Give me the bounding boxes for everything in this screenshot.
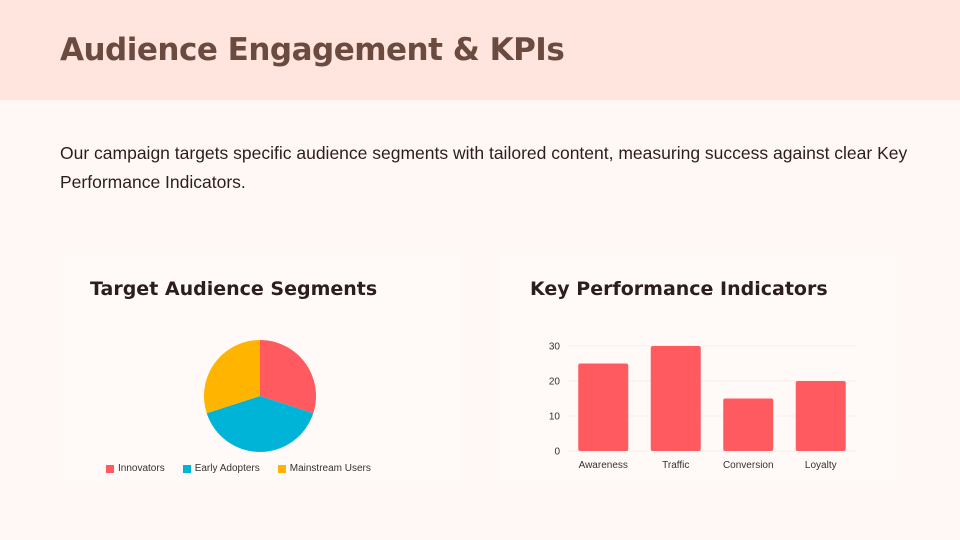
y-tick-label: 0 (554, 447, 560, 458)
bar-awareness (578, 363, 629, 451)
legend-label: Mainstream Users (289, 463, 371, 474)
legend-label: Early Adopters (194, 463, 260, 474)
x-tick-label: Traffic (662, 460, 689, 471)
pie-slice-early-adopters (206, 396, 314, 452)
pie-slice-innovators (260, 340, 316, 414)
legend-swatch (182, 464, 191, 473)
bar-traffic (650, 346, 701, 451)
y-tick-label: 30 (549, 342, 561, 353)
legend-swatch (106, 464, 114, 473)
y-tick-label: 20 (549, 377, 561, 388)
pie-title: Target Audience Segments (90, 278, 378, 300)
legend-swatch (277, 464, 286, 473)
bar-loyalty (795, 381, 846, 451)
x-tick-label: Conversion (723, 460, 774, 471)
bar-conversion (723, 398, 774, 451)
x-tick-label: Awareness (579, 460, 628, 471)
legend-item: Early Adopters (182, 463, 260, 474)
legend-label: Innovators (118, 463, 165, 474)
bar-title: Key Performance Indicators (530, 278, 828, 300)
y-tick-label: 10 (549, 412, 561, 423)
pie-slice-mainstream-users (203, 340, 260, 414)
legend-item: Innovators (106, 463, 165, 474)
x-tick-label: Loyalty (805, 460, 837, 471)
legend-item: Mainstream Users (277, 463, 371, 474)
page-title: Audience Engagement & KPIs (60, 32, 565, 68)
pie-legend: Innovators Early Adopters Mainstream Users (106, 463, 389, 474)
intro-text: Our campaign targets specific audience s… (60, 143, 908, 192)
header-band: Audience Engagement & KPIs (0, 0, 960, 100)
